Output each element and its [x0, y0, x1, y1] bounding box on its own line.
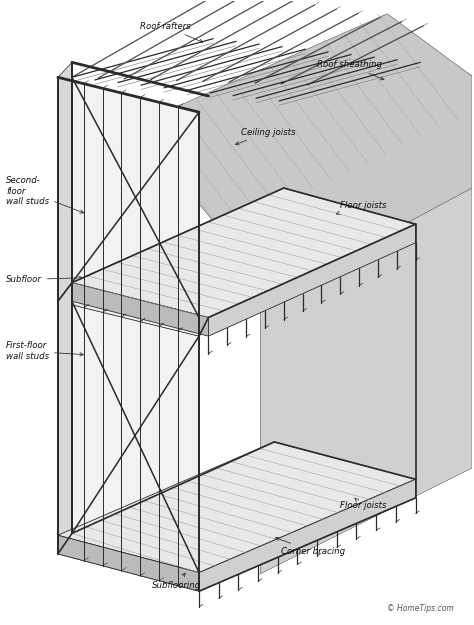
Polygon shape	[58, 535, 199, 591]
Text: Roof sheathing: Roof sheathing	[317, 61, 384, 80]
Text: © HomeTips.com: © HomeTips.com	[387, 604, 454, 613]
Text: Subfloor: Subfloor	[6, 275, 82, 284]
Polygon shape	[199, 479, 416, 591]
Polygon shape	[58, 282, 72, 554]
Polygon shape	[58, 301, 199, 591]
Polygon shape	[133, 14, 472, 294]
Polygon shape	[72, 188, 416, 318]
Text: Ceiling joists: Ceiling joists	[236, 127, 296, 145]
Text: Second-
floor
wall studs: Second- floor wall studs	[6, 176, 83, 213]
Polygon shape	[58, 78, 199, 336]
Polygon shape	[72, 282, 209, 336]
Text: Roof rafters: Roof rafters	[140, 22, 203, 42]
Polygon shape	[58, 442, 416, 572]
Polygon shape	[209, 224, 416, 336]
Text: Floor joists: Floor joists	[340, 498, 387, 510]
Polygon shape	[58, 62, 72, 301]
Polygon shape	[260, 20, 472, 574]
Text: First-floor
wall studs: First-floor wall studs	[6, 341, 83, 361]
Text: Subflooring: Subflooring	[152, 573, 201, 589]
Text: Corner bracing: Corner bracing	[275, 538, 346, 556]
Text: Floor joists: Floor joists	[337, 201, 387, 214]
